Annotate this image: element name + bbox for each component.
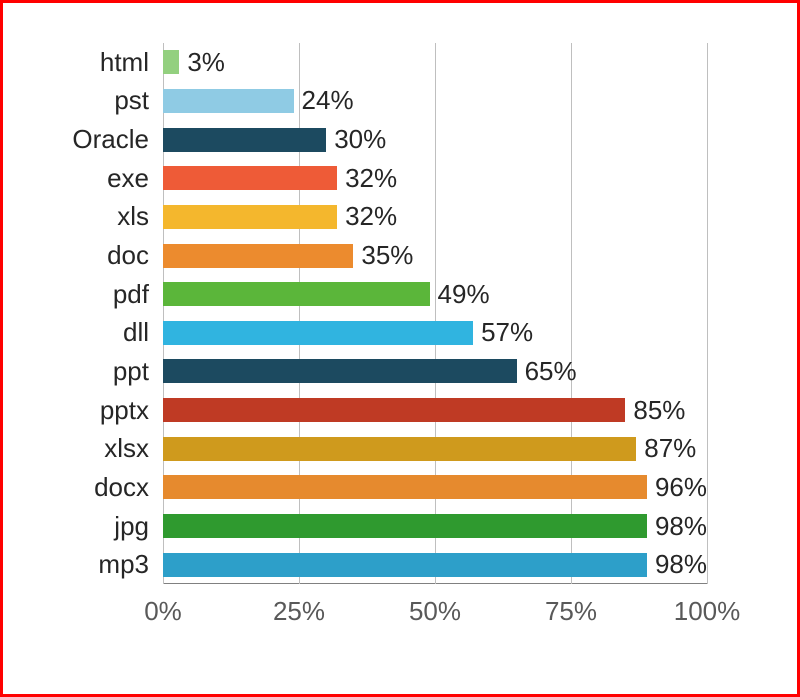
category-label: jpg [114, 511, 163, 542]
value-label: 65% [525, 356, 577, 387]
bar [163, 553, 647, 577]
value-label: 49% [438, 279, 490, 310]
value-label: 32% [345, 201, 397, 232]
value-label: 98% [655, 511, 707, 542]
value-label: 24% [302, 85, 354, 116]
bar [163, 437, 636, 461]
value-label: 35% [361, 240, 413, 271]
bar-row: html3% [163, 43, 707, 82]
category-label: pdf [113, 279, 163, 310]
category-label: html [100, 47, 163, 78]
bar [163, 398, 625, 422]
bar [163, 359, 517, 383]
bar [163, 475, 647, 499]
bar-row: pst24% [163, 82, 707, 121]
x-tick-label: 25% [273, 596, 325, 627]
bar-row: jpg98% [163, 507, 707, 546]
bar-row: xlsx87% [163, 429, 707, 468]
bar-row: xls32% [163, 198, 707, 237]
grid-line [707, 43, 708, 584]
category-label: xlsx [104, 433, 163, 464]
value-label: 30% [334, 124, 386, 155]
bar [163, 321, 473, 345]
bar [163, 166, 337, 190]
bar-row: pptx85% [163, 391, 707, 430]
category-label: Oracle [72, 124, 163, 155]
value-label: 32% [345, 163, 397, 194]
category-label: ppt [113, 356, 163, 387]
category-label: dll [123, 317, 163, 348]
bar-row: dll57% [163, 314, 707, 353]
bar [163, 89, 294, 113]
category-label: xls [117, 201, 163, 232]
bar [163, 244, 353, 268]
bar [163, 514, 647, 538]
bar-row: docx96% [163, 468, 707, 507]
category-label: pptx [100, 395, 163, 426]
x-tick-label: 100% [674, 596, 741, 627]
bar [163, 205, 337, 229]
bar [163, 50, 179, 74]
bar [163, 282, 430, 306]
category-label: mp3 [98, 549, 163, 580]
x-tick-label: 75% [545, 596, 597, 627]
plot-area: 0%25%50%75%100%html3%pst24%Oracle30%exe3… [163, 43, 707, 584]
category-label: doc [107, 240, 163, 271]
x-tick-label: 50% [409, 596, 461, 627]
bar-row: Oracle30% [163, 120, 707, 159]
value-label: 96% [655, 472, 707, 503]
bar-row: doc35% [163, 236, 707, 275]
file-type-percentage-chart: 0%25%50%75%100%html3%pst24%Oracle30%exe3… [23, 43, 717, 634]
category-label: docx [94, 472, 163, 503]
bar [163, 128, 326, 152]
x-tick-label: 0% [144, 596, 182, 627]
value-label: 98% [655, 549, 707, 580]
value-label: 3% [187, 47, 225, 78]
bar-row: mp398% [163, 545, 707, 584]
bar-row: pdf49% [163, 275, 707, 314]
value-label: 85% [633, 395, 685, 426]
category-label: exe [107, 163, 163, 194]
chart-frame: 0%25%50%75%100%html3%pst24%Oracle30%exe3… [0, 0, 800, 697]
bar-row: ppt65% [163, 352, 707, 391]
bar-row: exe32% [163, 159, 707, 198]
category-label: pst [114, 85, 163, 116]
value-label: 57% [481, 317, 533, 348]
value-label: 87% [644, 433, 696, 464]
